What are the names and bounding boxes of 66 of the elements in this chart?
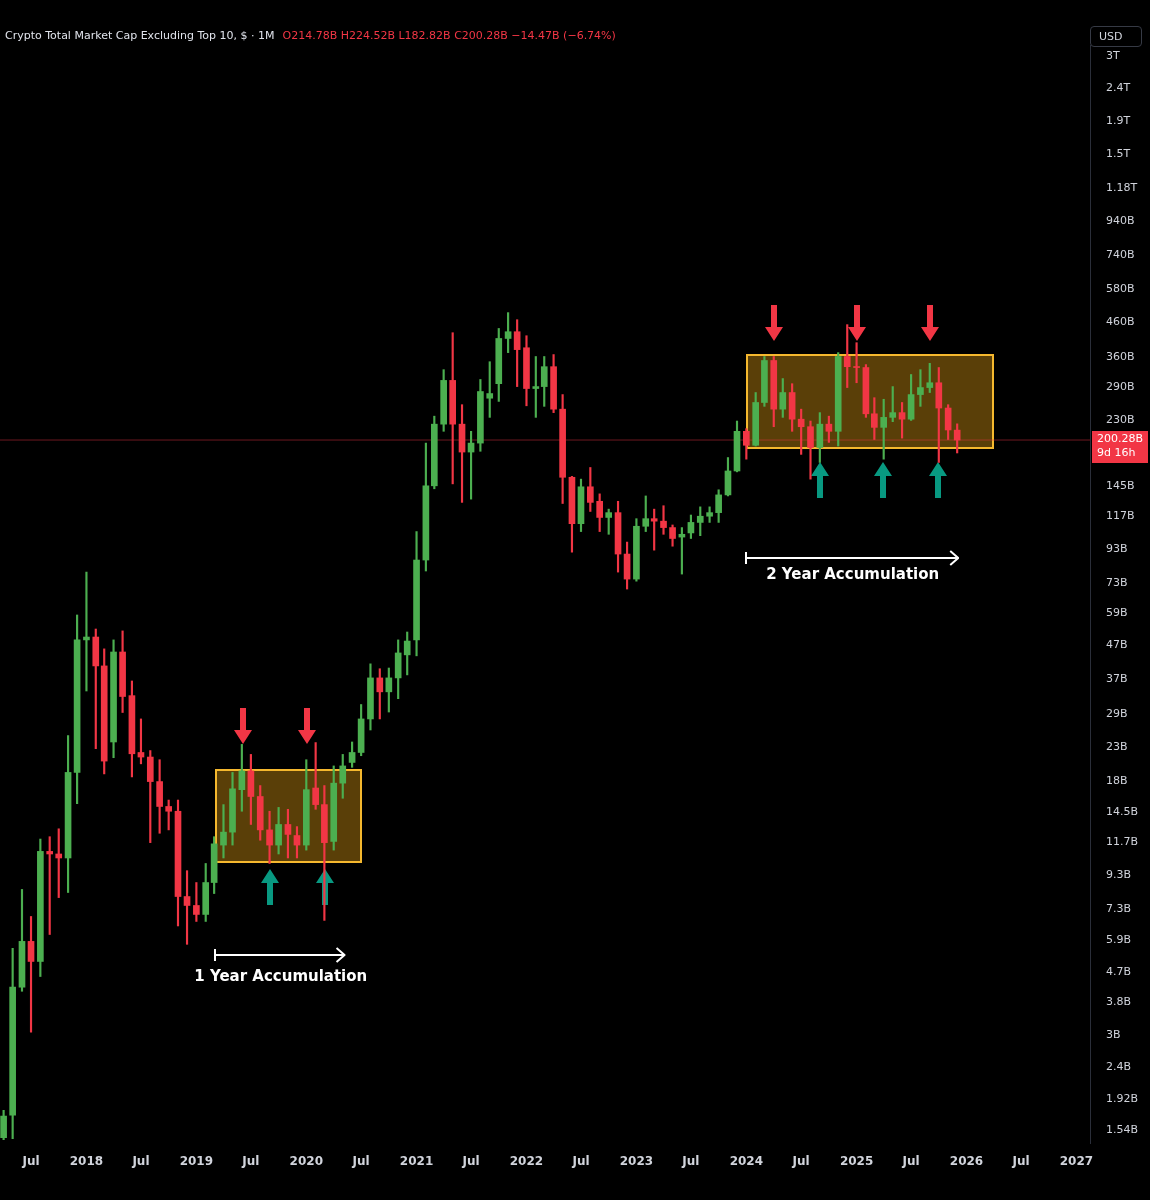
y-tick-label: 3T (1106, 49, 1120, 63)
x-tick-label: Jul (1011, 1153, 1030, 1168)
y-tick-label: 1.18T (1106, 181, 1138, 195)
candlestick (266, 810, 273, 864)
y-tick-label: 460B (1106, 315, 1135, 329)
x-tick-label: Jul (131, 1153, 150, 1168)
candlestick (853, 342, 860, 384)
x-tick-label: 2024 (729, 1153, 764, 1168)
x-tick-label: 2023 (619, 1153, 654, 1168)
text: 9d 16h (1097, 445, 1136, 459)
x-tick-label: 2022 (509, 1153, 544, 1168)
annotation: 1 Year Accumulation (194, 967, 368, 986)
y-axis-title: USD (1090, 26, 1142, 47)
y-tick-label: 580B (1106, 282, 1135, 296)
y-tick-label: 4.7B (1106, 964, 1132, 978)
chart-subtitle: O214.78B H224.52B L182.82B C200.28B −14.47B (−6.74%) (282, 29, 616, 42)
y-tick-label: 360B (1106, 349, 1135, 363)
x-tick-label: 2026 (949, 1153, 984, 1168)
x-tick-label: 2027 (1059, 1153, 1094, 1168)
y-tick-label: 23B (1106, 739, 1128, 753)
y-tick-label: 59B (1106, 606, 1128, 620)
x-tick-label: 2020 (289, 1153, 324, 1168)
x-tick-label: 2025 (839, 1153, 874, 1168)
x-tick-label: 2021 (399, 1153, 434, 1168)
y-tick-label: 18B (1106, 774, 1128, 788)
y-tick-label: 740B (1106, 247, 1135, 261)
x-tick-label: Jul (21, 1153, 40, 1168)
y-tick-label: 47B (1106, 638, 1128, 652)
x-tick-label: Jul (791, 1153, 810, 1168)
x-tick-label: Jul (681, 1153, 700, 1168)
y-tick-label: 73B (1106, 575, 1128, 589)
y-tick-label: 940B (1106, 213, 1135, 227)
y-tick-label: 145B (1106, 478, 1135, 492)
x-tick-label: Jul (241, 1153, 260, 1168)
y-tick-label: 2.4T (1106, 80, 1131, 94)
annotation: 2 Year Accumulation (766, 565, 940, 584)
x-tick-label: Jul (351, 1153, 370, 1168)
y-tick-label: 14.5B (1106, 805, 1139, 819)
x-tick-label: 2018 (69, 1153, 104, 1168)
candlestick (660, 505, 667, 535)
y-tick-label: 11.7B (1106, 835, 1139, 849)
y-tick-label: 93B (1106, 541, 1128, 555)
candlestick (46, 836, 54, 935)
y-tick-label: 1.54B (1106, 1122, 1139, 1136)
x-tick-label: Jul (461, 1153, 480, 1168)
y-tick-label: 29B (1106, 706, 1128, 720)
y-tick-label: 230B (1106, 413, 1135, 427)
y-tick-label: 7.3B (1106, 902, 1132, 916)
y-tick-label: 5.9B (1106, 932, 1132, 946)
y-tick-label: 3B (1106, 1028, 1121, 1042)
y-tick-label: 1.92B (1106, 1091, 1139, 1105)
y-tick-label: 9.3B (1106, 868, 1132, 882)
candlestick (220, 804, 227, 859)
x-tick-label: Jul (571, 1153, 590, 1168)
y-tick-label: 1.5T (1106, 147, 1131, 161)
y-tick-label: 290B (1106, 380, 1135, 394)
x-tick-label: 2019 (179, 1153, 214, 1168)
y-tick-label: 117B (1106, 509, 1135, 523)
x-tick-label: Jul (901, 1153, 920, 1168)
chart-title: Crypto Total Market Cap Excluding Top 10, $ · 1M (5, 29, 275, 42)
y-tick-label: 1.9T (1106, 113, 1131, 127)
ref-line-label: 200.28B (1097, 431, 1144, 445)
y-tick-label: 2.4B (1106, 1060, 1132, 1074)
y-tick-label: 3.8B (1106, 994, 1132, 1008)
candlestick (917, 369, 924, 407)
y-tick-label: 37B (1106, 672, 1128, 686)
